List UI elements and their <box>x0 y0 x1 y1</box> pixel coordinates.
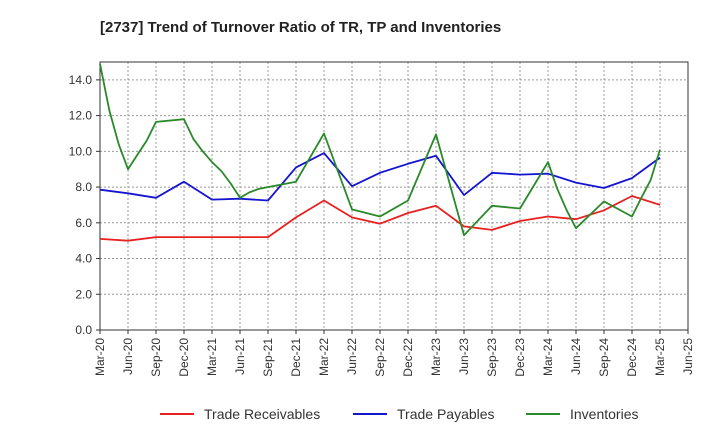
x-tick-label: Mar-23 <box>429 338 443 376</box>
y-tick-label: 2.0 <box>75 287 92 301</box>
y-tick-label: 10.0 <box>69 144 93 158</box>
x-tick-label: Sep-22 <box>373 338 387 377</box>
x-tick-label: Dec-21 <box>289 338 303 377</box>
x-tick-label: Dec-24 <box>625 338 639 377</box>
x-tick-label: Jun-24 <box>569 338 583 375</box>
x-tick-label: Jun-25 <box>681 338 695 375</box>
legend-label-trade-payables: Trade Payables <box>397 406 495 422</box>
y-tick-label: 4.0 <box>75 252 92 266</box>
x-tick-label: Sep-20 <box>149 338 163 377</box>
legend: Trade Receivables Trade Payables Inventori… <box>160 406 638 422</box>
x-tick-label: Jun-21 <box>233 338 247 375</box>
series-line-trade-payables <box>99 152 661 202</box>
y-tick-label: 0.0 <box>75 323 92 337</box>
x-tick-label: Dec-20 <box>177 338 191 377</box>
x-tick-label: Jun-23 <box>457 338 471 375</box>
chart-title: [2737] Trend of Turnover Ratio of TR, TP… <box>100 19 501 36</box>
grid-lines <box>99 62 689 331</box>
x-tick-label: Jun-22 <box>345 338 359 375</box>
y-axis: 0.0 2.0 4.0 6.0 8.0 10.0 12.0 14.0 <box>69 73 100 337</box>
series-lines <box>99 63 661 242</box>
x-tick-label: Dec-23 <box>513 338 527 377</box>
x-tick-label: Jun-20 <box>121 338 135 375</box>
y-tick-label: 12.0 <box>69 109 93 123</box>
x-tick-label: Mar-22 <box>317 338 331 376</box>
x-tick-label: Mar-25 <box>653 338 667 376</box>
y-tick-label: 6.0 <box>75 216 92 230</box>
y-tick-label: 14.0 <box>69 73 93 87</box>
x-tick-label: Mar-21 <box>205 338 219 376</box>
legend-label-inventories: Inventories <box>570 406 638 422</box>
series-line-trade-receivables <box>99 195 661 242</box>
plot-area-frame <box>99 61 689 331</box>
series-line-inventories <box>99 63 661 237</box>
x-tick-label: Dec-22 <box>401 338 415 377</box>
x-tick-label: Mar-24 <box>541 338 555 376</box>
y-tick-label: 8.0 <box>75 180 92 194</box>
x-tick-label: Sep-21 <box>261 338 275 377</box>
x-tick-label: Sep-24 <box>597 338 611 377</box>
legend-label-trade-receivables: Trade Receivables <box>204 406 320 422</box>
x-tick-label: Sep-23 <box>485 338 499 377</box>
x-axis: Mar-20 Jun-20 Sep-20 Dec-20 Mar-21 Jun-21 Sep-… <box>93 330 695 377</box>
x-tick-label: Mar-20 <box>93 338 107 376</box>
